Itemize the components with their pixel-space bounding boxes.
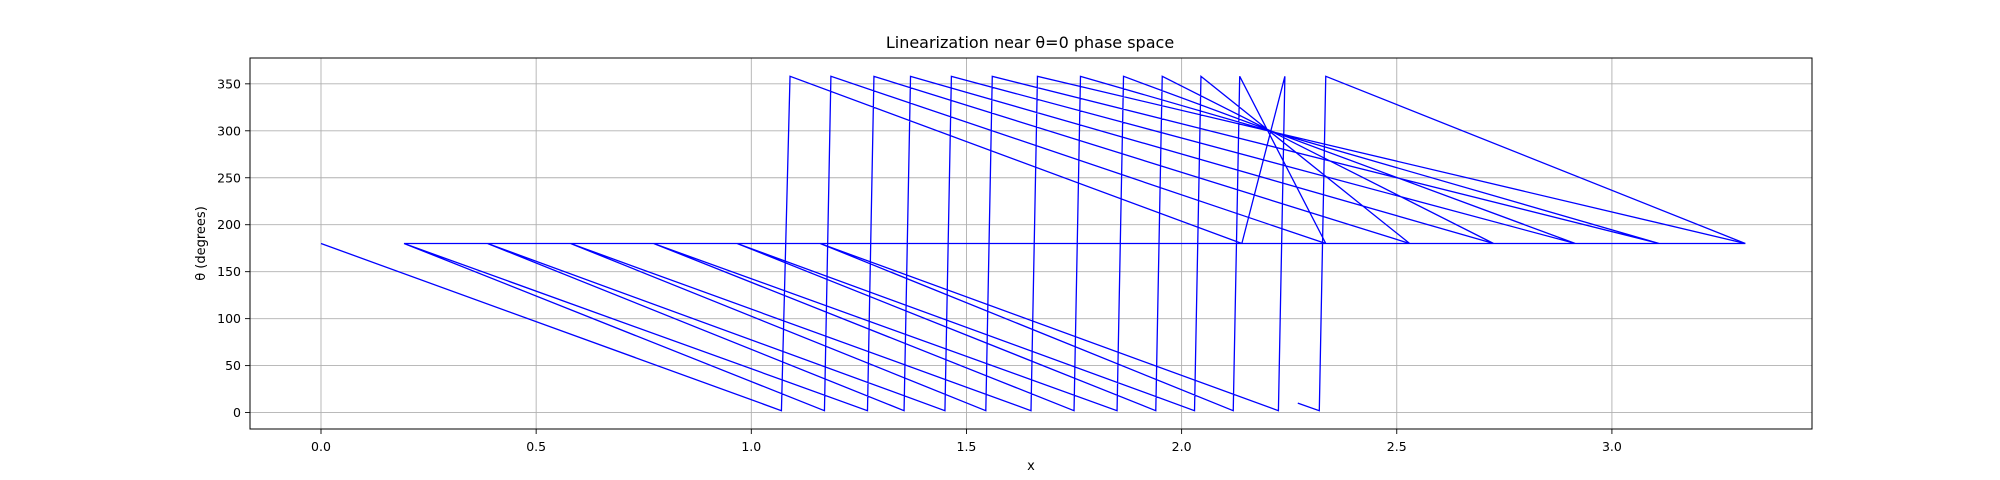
y-tick-label: 200: [217, 217, 241, 232]
x-tick-label: 2.5: [1387, 439, 1407, 454]
series-line-1: [320, 74, 1746, 412]
series-line-2: [1297, 75, 1746, 412]
grid: [250, 58, 1812, 429]
y-tick-label: 50: [225, 358, 241, 373]
y-tick-label: 0: [233, 405, 241, 420]
plot-frame: [249, 57, 1813, 430]
x-tick-label: 1.0: [741, 439, 761, 454]
chart-title: Linearization near θ=0 phase space: [886, 33, 1174, 52]
series-layer: [320, 74, 1746, 412]
y-tick-label: 150: [217, 264, 241, 279]
x-axis-label: x: [1027, 459, 1035, 474]
y-tick-label: 300: [217, 123, 241, 138]
y-axis-label: θ (degrees): [194, 206, 209, 281]
y-tick-label: 100: [217, 311, 241, 326]
y-tick-label: 250: [217, 170, 241, 185]
x-tick-label: 0.0: [311, 439, 331, 454]
y-tick-label: 350: [217, 76, 241, 91]
x-tick-label: 3.0: [1602, 439, 1622, 454]
x-tick-label: 1.5: [957, 439, 977, 454]
x-tick-label: 0.5: [526, 439, 546, 454]
ticks: 0.0 0.5 1.0 1.5 2.0 2.5 3.0 0 50 100 150 200 250 300 3…: [217, 76, 1622, 454]
x-tick-label: 2.0: [1172, 439, 1192, 454]
